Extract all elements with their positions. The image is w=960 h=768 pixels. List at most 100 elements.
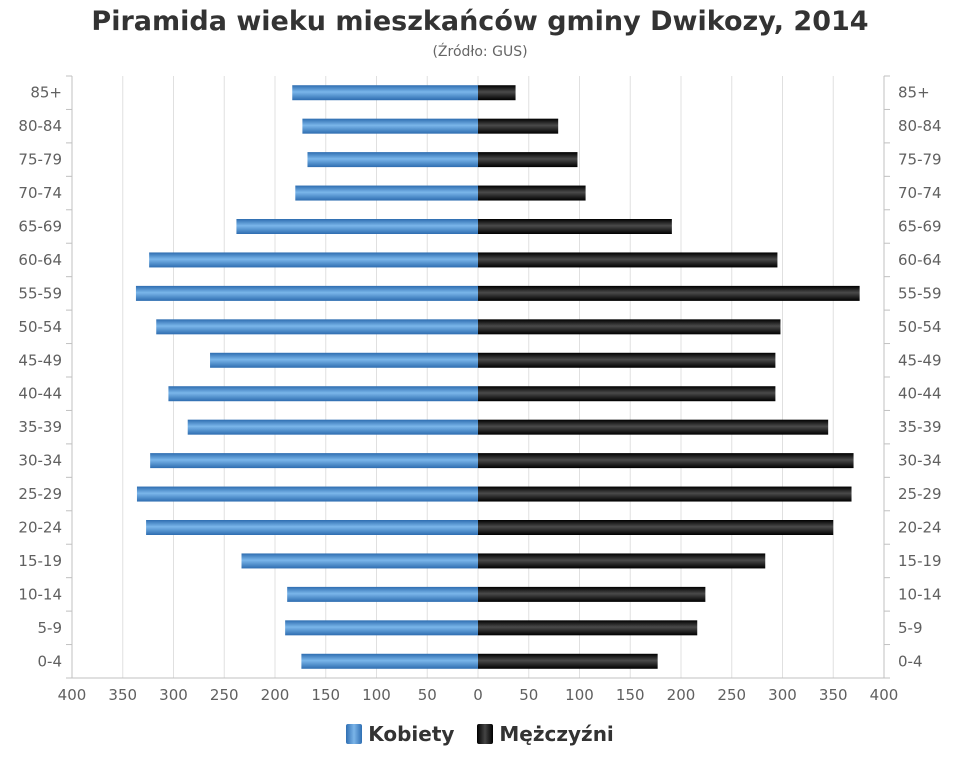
y-tick-label-right: 40-44	[898, 385, 942, 403]
y-tick-label-left: 0-4	[38, 652, 63, 670]
y-tick-label-right: 55-59	[898, 284, 942, 302]
legend-item-men[interactable]: Mężczyźni	[477, 722, 614, 746]
bar-women	[149, 252, 478, 268]
chart-subtitle: (Źródło: GUS)	[432, 44, 528, 60]
y-tick-label-left: 85+	[30, 84, 62, 102]
bar-women	[135, 285, 478, 301]
x-tick-label: 350	[819, 686, 848, 704]
legend: Kobiety Mężczyźni	[0, 722, 960, 749]
bar-men	[478, 653, 658, 669]
y-tick-label-left: 5-9	[38, 619, 63, 637]
bar-men	[478, 553, 766, 569]
bar-men	[478, 386, 776, 402]
bar-women	[302, 118, 478, 134]
bar-men	[478, 620, 698, 636]
y-tick-label-left: 20-24	[18, 519, 62, 537]
y-tick-label-left: 30-34	[18, 452, 62, 470]
bar-men	[478, 85, 516, 101]
y-tick-label-left: 50-54	[18, 318, 62, 336]
bar-men	[478, 252, 778, 268]
y-tick-label-right: 45-49	[898, 351, 942, 369]
bar-men	[478, 219, 672, 234]
bar-women	[241, 553, 478, 569]
y-tick-label-right: 35-39	[898, 418, 942, 436]
y-tick-label-right: 80-84	[898, 117, 942, 135]
y-tick-label-left: 45-49	[18, 351, 62, 369]
legend-label-women: Kobiety	[368, 722, 455, 746]
bar-women	[285, 620, 478, 636]
y-tick-label-left: 15-19	[18, 552, 62, 570]
bar-women	[150, 453, 478, 469]
bar-men	[478, 586, 706, 602]
bar-women	[287, 586, 478, 602]
bar-men	[478, 453, 854, 469]
bar-men	[478, 185, 586, 201]
y-tick-label-right: 25-29	[898, 485, 942, 503]
bar-women	[136, 486, 478, 502]
x-tick-label: 350	[108, 686, 137, 704]
x-tick-label: 200	[667, 686, 696, 704]
y-tick-label-left: 10-14	[18, 585, 62, 603]
y-tick-label-left: 35-39	[18, 418, 62, 436]
y-tick-label-left: 65-69	[18, 218, 62, 236]
y-tick-label-right: 20-24	[898, 519, 942, 537]
x-tick-label: 50	[418, 686, 437, 704]
x-tick-label: 400	[58, 686, 87, 704]
legend-swatch-men	[477, 724, 494, 744]
y-tick-label-right: 0-4	[898, 652, 923, 670]
x-tick-label: 100	[362, 686, 391, 704]
x-tick-label: 250	[717, 686, 746, 704]
bar-women	[307, 152, 478, 168]
x-tick-label: 300	[159, 686, 188, 704]
x-tick-label: 250	[210, 686, 239, 704]
chart-title: Piramida wieku mieszkańców gminy Dwikozy…	[91, 6, 869, 37]
y-tick-label-right: 5-9	[898, 619, 923, 637]
x-tick-label: 150	[616, 686, 645, 704]
legend-item-women[interactable]: Kobiety	[346, 722, 454, 746]
y-tick-label-left: 80-84	[18, 117, 62, 135]
legend-swatch-women	[346, 724, 363, 744]
bar-men	[478, 152, 578, 168]
y-tick-label-right: 85+	[898, 84, 930, 102]
x-tick-label: 400	[870, 686, 899, 704]
bar-women	[236, 219, 478, 234]
bar-women	[156, 319, 478, 335]
bar-women	[301, 653, 478, 669]
legend-label-men: Mężczyźni	[499, 722, 614, 746]
y-tick-label-right: 30-34	[898, 452, 942, 470]
y-tick-label-left: 25-29	[18, 485, 62, 503]
y-tick-label-right: 15-19	[898, 552, 942, 570]
y-tick-label-right: 75-79	[898, 151, 942, 169]
x-tick-label: 200	[261, 686, 290, 704]
bar-women	[146, 520, 478, 535]
bar-men	[478, 319, 781, 335]
x-tick-label: 300	[768, 686, 797, 704]
x-tick-label: 150	[311, 686, 340, 704]
bar-men	[478, 520, 834, 535]
y-tick-label-right: 65-69	[898, 218, 942, 236]
y-tick-label-right: 10-14	[898, 585, 942, 603]
bar-men	[478, 285, 860, 301]
x-tick-label: 100	[565, 686, 594, 704]
bar-women	[187, 419, 478, 435]
bar-men	[478, 486, 852, 502]
y-tick-label-left: 60-64	[18, 251, 62, 269]
y-tick-label-left: 75-79	[18, 151, 62, 169]
y-tick-label-right: 70-74	[898, 184, 942, 202]
bar-women	[292, 85, 478, 101]
y-tick-label-right: 50-54	[898, 318, 942, 336]
bar-women	[168, 386, 479, 402]
bar-women	[295, 185, 478, 201]
bar-men	[478, 419, 829, 435]
y-tick-label-left: 40-44	[18, 385, 62, 403]
x-tick-label: 50	[519, 686, 538, 704]
y-tick-label-left: 55-59	[18, 284, 62, 302]
y-tick-label-left: 70-74	[18, 184, 62, 202]
x-tick-label: 0	[473, 686, 483, 704]
bar-women	[210, 352, 479, 368]
bar-men	[478, 352, 776, 368]
y-tick-label-right: 60-64	[898, 251, 942, 269]
bar-men	[478, 118, 559, 134]
